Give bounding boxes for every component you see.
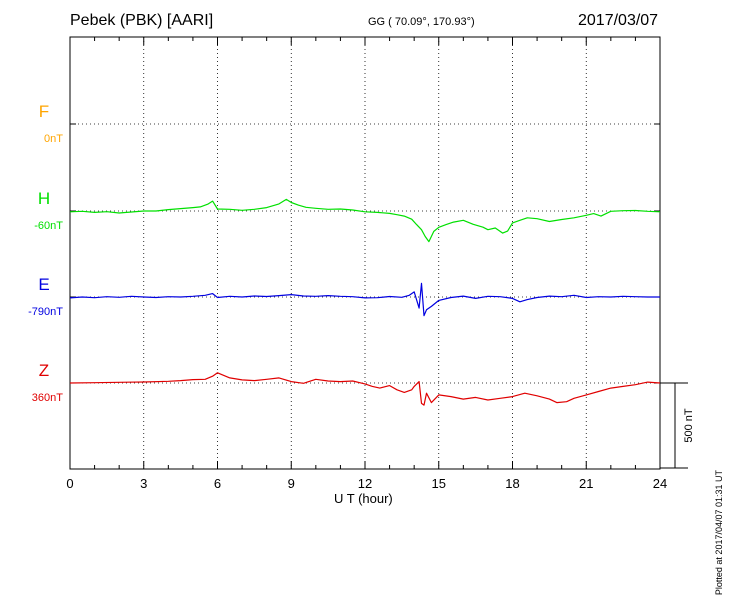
series-line-Z: [69, 372, 661, 406]
magnetogram-chart: 0 3 6 9 12 15 18 21 24 F 0nT H -60nT E -790nT Z 360nT 5…: [28, 36, 695, 491]
x-tick-label: 12: [358, 476, 372, 491]
x-axis-ticks: 0 3 6 9 12 15 18 21 24: [66, 37, 667, 491]
x-axis-label: U T (hour): [334, 491, 393, 506]
series-labels: F 0nT H -60nT E -790nT Z 360nT: [28, 102, 63, 404]
series-offset-H: -60nT: [34, 220, 63, 232]
x-tick-label: 21: [579, 476, 593, 491]
station-title: Pebek (PBK) [AARI]: [70, 12, 214, 29]
series-offset-F: 0nT: [44, 133, 63, 145]
series-lines: [69, 198, 661, 406]
series-offset-Z: 360nT: [32, 392, 63, 404]
x-tick-label: 15: [432, 476, 446, 491]
x-tick-label: 0: [66, 476, 73, 491]
scale-bar-label: 500 nT: [683, 408, 695, 443]
series-line-H: [69, 198, 661, 243]
x-tick-label: 3: [140, 476, 147, 491]
grid: [70, 37, 660, 469]
series-name-H: H: [38, 189, 50, 208]
scale-bar: 500 nT: [660, 382, 695, 469]
series-name-Z: Z: [39, 361, 49, 380]
x-tick-label: 24: [653, 476, 667, 491]
station-coordinates: GG ( 70.09°, 170.93°): [368, 16, 475, 28]
series-offset-E: -790nT: [28, 306, 63, 318]
x-tick-label: 18: [505, 476, 519, 491]
series-line-E: [69, 282, 660, 317]
series-name-E: E: [38, 275, 49, 294]
plot-date: 2017/03/07: [578, 12, 659, 29]
x-tick-label: 9: [288, 476, 295, 491]
series-name-F: F: [39, 102, 49, 121]
x-tick-label: 6: [214, 476, 221, 491]
